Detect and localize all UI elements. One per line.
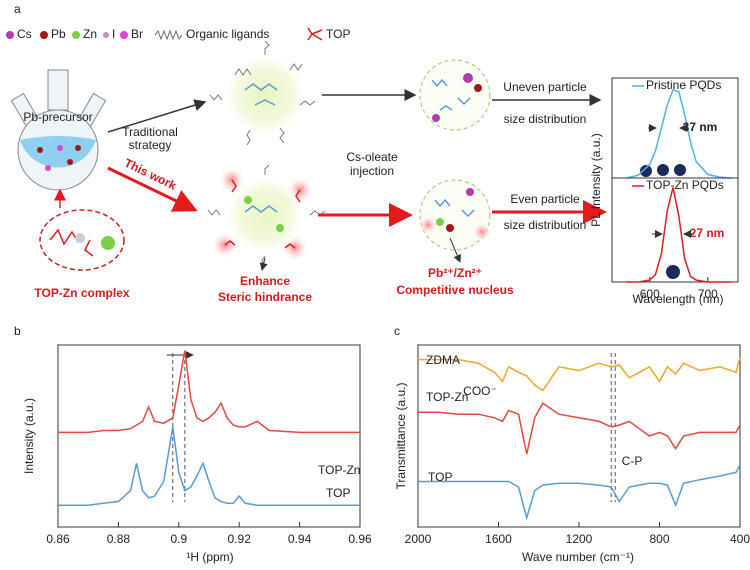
series-label: TOP-Zn — [426, 390, 468, 404]
complex-outline — [39, 209, 125, 271]
annotation: 37 nm — [683, 120, 718, 134]
flask-label: Pb-precursor — [23, 110, 92, 124]
legend-item: Organic ligands — [186, 27, 269, 41]
series-line — [418, 464, 741, 521]
note: Enhance — [240, 274, 290, 288]
plot-frame — [611, 77, 739, 179]
x-tick-label: 0.88 — [107, 532, 131, 546]
nanocluster — [209, 40, 316, 146]
annotation: C-P — [622, 454, 643, 468]
x-tick-label: 0.86 — [46, 532, 70, 546]
x-tick-label: 0.94 — [288, 532, 312, 546]
x-tick-label: 0.96 — [348, 532, 372, 546]
arrow — [259, 257, 268, 271]
arrow — [107, 99, 207, 133]
plot-frame — [57, 344, 361, 528]
series-line — [626, 88, 732, 179]
note: Pb²⁺/Zn²⁺ — [428, 266, 482, 280]
plot-frame — [611, 177, 739, 283]
complex-ligand — [49, 228, 94, 257]
legend-item: Br — [131, 27, 143, 41]
series-label: TOP — [428, 470, 452, 484]
legend-item: Pb — [51, 27, 66, 41]
legend-item: I — [112, 27, 115, 41]
x-tick-label: 0.92 — [228, 532, 252, 546]
note: Competitive nucleus — [396, 283, 514, 297]
series-line — [418, 402, 741, 455]
series-line — [58, 426, 360, 506]
x-tick-label: 700 — [698, 287, 718, 301]
x-axis-label: Wavelength (nm) — [633, 292, 724, 306]
x-tick-label: 2000 — [405, 532, 432, 546]
legend-row: Cs Pb Zn I Br Organic ligands TOP — [6, 27, 350, 41]
series-label: TOP — [326, 486, 350, 500]
legend-item: Zn — [83, 27, 97, 41]
arrow — [107, 166, 198, 212]
annotation: COO⁻ — [463, 384, 497, 398]
flask — [10, 69, 107, 191]
x-axis-label: Wave number (cm⁻¹) — [522, 550, 634, 564]
x-tick-label: 400 — [730, 532, 750, 546]
legend-item: TOP — [326, 27, 350, 41]
arrow-label: Uneven particle — [503, 80, 587, 94]
x-tick-label: 800 — [649, 532, 669, 546]
particle — [419, 59, 491, 131]
x-tick-label: 600 — [640, 287, 660, 301]
arrow — [449, 237, 461, 263]
series-line — [58, 350, 360, 434]
arrow-label: Traditional — [122, 125, 178, 139]
arrow-label: strategy — [129, 138, 172, 152]
x-tick-label: 0.9 — [170, 532, 187, 546]
y-axis-label: PL Intensity (a.u.) — [589, 133, 603, 227]
arrow-label: Even particle — [510, 192, 580, 206]
series-label: ZDMA — [426, 353, 460, 367]
note: Steric hindrance — [218, 290, 312, 304]
pl-decoration — [640, 164, 686, 279]
complex-label: TOP-Zn complex — [34, 286, 129, 300]
series-line — [626, 187, 731, 283]
x-tick-label: 1200 — [566, 532, 593, 546]
complex-core — [75, 233, 85, 243]
annotation: 27 nm — [690, 226, 725, 240]
y-axis-label: Transmittance (a.u.) — [394, 383, 408, 490]
panel-label: a — [14, 2, 21, 16]
plot-frame — [417, 344, 741, 528]
legend-label: Pristine PQDs — [646, 78, 721, 92]
x-tick-label: 1600 — [485, 532, 512, 546]
legend-label: TOP-Zn PQDs — [646, 178, 724, 192]
arrow-label: size distribution — [504, 218, 587, 232]
panel-label: b — [14, 324, 21, 338]
arrow-label: size distribution — [504, 112, 587, 126]
series-line — [418, 357, 741, 392]
x-axis-label: ¹H (ppm) — [186, 550, 233, 564]
series-label: TOP-Zn — [318, 463, 360, 477]
nanocluster — [207, 164, 326, 267]
arrow-label: Cs-oleate — [346, 150, 398, 164]
panel-label: c — [394, 324, 400, 338]
arrow-label: injection — [350, 164, 394, 178]
particle — [418, 179, 492, 251]
zn-ion — [101, 236, 115, 250]
legend-item: Cs — [17, 27, 32, 41]
y-axis-label: Intensity (a.u.) — [22, 398, 36, 474]
